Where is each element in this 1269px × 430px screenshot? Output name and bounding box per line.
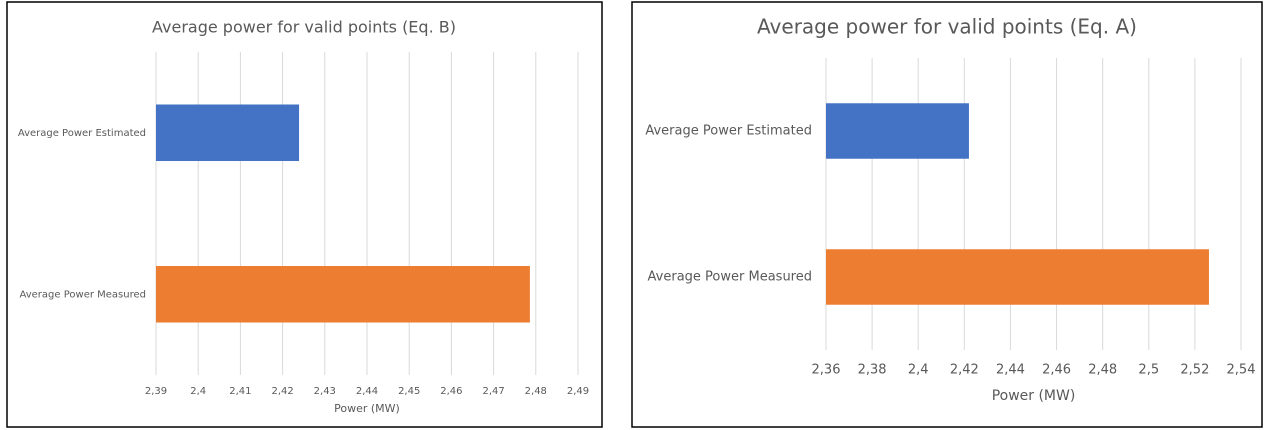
x-tick-label: 2,48 bbox=[525, 386, 547, 397]
x-tick-label: 2,42 bbox=[950, 363, 979, 378]
category-label: Average Power Estimated bbox=[645, 124, 812, 139]
x-tick-label: 2,48 bbox=[1088, 363, 1117, 378]
x-tick-label: 2,4 bbox=[908, 363, 929, 378]
bar bbox=[156, 104, 300, 162]
bar bbox=[156, 265, 530, 323]
category-label: Average Power Measured bbox=[648, 270, 812, 285]
x-tick-label: 2,39 bbox=[145, 386, 167, 397]
chart-frame bbox=[631, 1, 1263, 428]
bar bbox=[826, 249, 1209, 305]
x-tick-label: 2,4 bbox=[190, 386, 206, 397]
bar bbox=[826, 103, 969, 159]
x-tick-label: 2,54 bbox=[1227, 363, 1256, 378]
x-tick-label: 2,44 bbox=[356, 386, 378, 397]
x-tick-label: 2,43 bbox=[314, 386, 336, 397]
x-tick-label: 2,49 bbox=[567, 386, 589, 397]
x-tick-label: 2,41 bbox=[229, 386, 251, 397]
category-label: Average Power Measured bbox=[19, 289, 146, 300]
x-axis-title: Power (MW) bbox=[992, 388, 1076, 404]
chart-title: Average power for valid points (Eq. A) bbox=[757, 15, 1137, 39]
x-tick-label: 2,45 bbox=[398, 386, 420, 397]
x-axis-title: Power (MW) bbox=[334, 402, 400, 415]
x-tick-label: 2,46 bbox=[440, 386, 462, 397]
x-tick-label: 2,5 bbox=[1138, 363, 1159, 378]
category-label: Average Power Estimated bbox=[18, 128, 146, 139]
x-tick-label: 2,46 bbox=[1042, 363, 1071, 378]
chart-title: Average power for valid points (Eq. B) bbox=[152, 18, 456, 37]
x-tick-label: 2,47 bbox=[482, 386, 504, 397]
x-tick-label: 2,44 bbox=[996, 363, 1025, 378]
x-tick-label: 2,36 bbox=[812, 363, 841, 378]
x-tick-label: 2,38 bbox=[858, 363, 887, 378]
x-tick-label: 2,42 bbox=[271, 386, 293, 397]
chart-frame bbox=[6, 1, 603, 428]
x-tick-label: 2,52 bbox=[1180, 363, 1209, 378]
